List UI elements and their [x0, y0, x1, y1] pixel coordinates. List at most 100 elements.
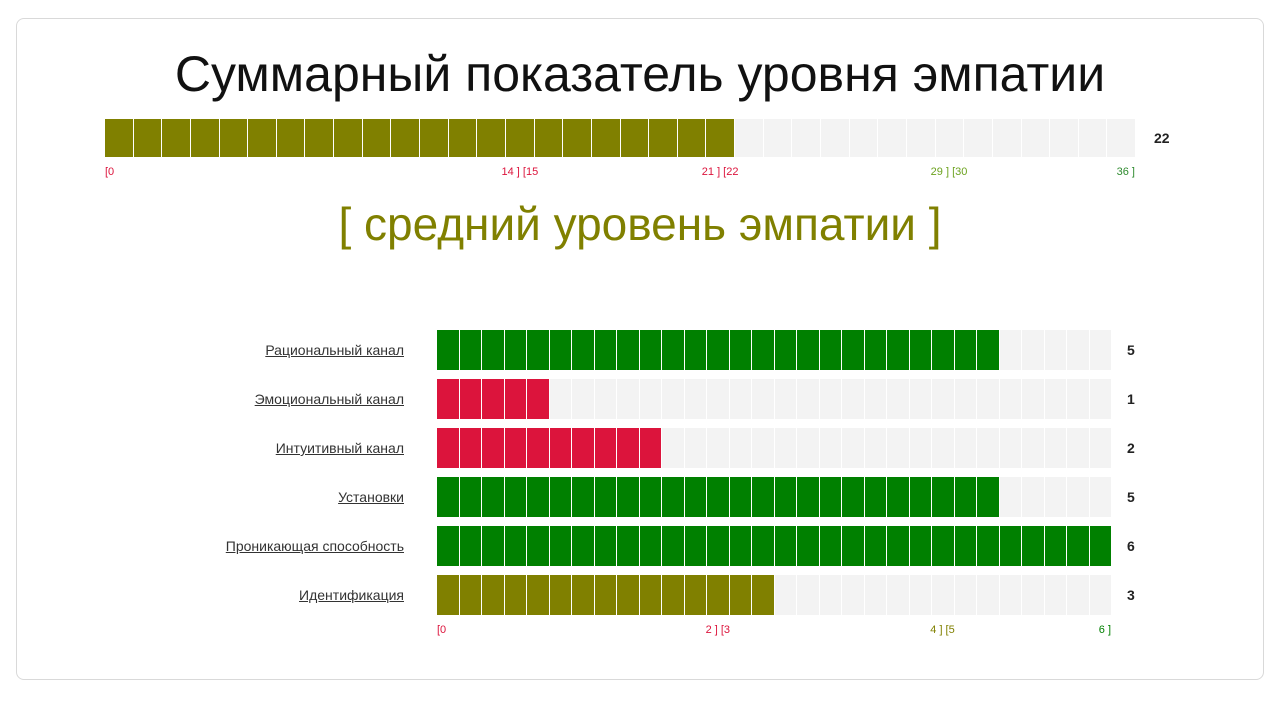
bar-cell-filled [572, 428, 594, 468]
bar-cell-filled [482, 330, 504, 370]
bar-cell-empty [729, 379, 751, 419]
bar-cell-empty [1044, 379, 1066, 419]
bar-cell-filled [504, 477, 526, 517]
subscale-label-link[interactable]: Идентификация [299, 587, 404, 603]
bar-cell-filled [909, 477, 931, 517]
subscale-value: 1 [1127, 391, 1135, 407]
subscale-label-link[interactable]: Интуитивный канал [275, 440, 404, 456]
subscale-label-link[interactable]: Установки [338, 489, 404, 505]
bar-cell-filled [591, 119, 620, 157]
subscale-value: 5 [1127, 489, 1135, 505]
bar-cell-filled [459, 575, 481, 615]
bar-cell-filled [819, 330, 841, 370]
bar-cell-filled [437, 379, 459, 419]
bar-cell-filled [684, 575, 706, 615]
bar-cell-filled [639, 575, 661, 615]
bar-cell-filled [437, 330, 459, 370]
bar-cell-empty [774, 428, 796, 468]
bar-cell-empty [774, 379, 796, 419]
subscale-label-link[interactable]: Эмоциональный канал [254, 391, 404, 407]
bar-cell-empty [1022, 477, 1044, 517]
bar-cell-filled [774, 526, 796, 566]
bar-cell-filled [752, 477, 774, 517]
bar-cell-empty [763, 119, 792, 157]
bar-cell-filled [617, 575, 639, 615]
bar-cell-empty [662, 379, 684, 419]
bar-cell-empty [1067, 330, 1089, 370]
chart-title: Суммарный показатель уровня эмпатии [174, 46, 1106, 102]
bar-cell-filled [527, 477, 549, 517]
bar-cell-filled [864, 330, 886, 370]
bar-cell-filled [977, 526, 999, 566]
bar-cell-filled [639, 526, 661, 566]
bar-cell-empty [684, 379, 706, 419]
bar-cell-empty [906, 119, 935, 157]
bar-cell-filled [864, 477, 886, 517]
subscale-value: 5 [1127, 342, 1135, 358]
bar-cell-filled [549, 330, 571, 370]
total-score-bar [105, 119, 1136, 157]
bar-cell-filled [504, 526, 526, 566]
bar-cell-filled [1089, 526, 1111, 566]
bar-cell-filled [617, 477, 639, 517]
empathy-level-text: [ средний уровень эмпатии ] [338, 198, 942, 250]
bar-cell-empty [932, 575, 954, 615]
bar-cell-filled [1044, 526, 1066, 566]
bar-cell-filled [707, 330, 729, 370]
bar-cell-empty [797, 428, 819, 468]
bar-cell-filled [334, 119, 362, 157]
bar-cell-empty [797, 575, 819, 615]
bar-cell-empty [1067, 575, 1089, 615]
subscale-bar [437, 379, 1111, 419]
scale-tick-label: 4 ] [5 [930, 624, 955, 636]
bar-cell-filled [594, 477, 616, 517]
bar-cell-filled [706, 119, 735, 157]
bar-cell-filled [219, 119, 248, 157]
bar-cell-filled [527, 526, 549, 566]
scale-tick-label: 2 ] [3 [705, 624, 731, 636]
bar-cell-filled [594, 526, 616, 566]
subscale-label-link[interactable]: Проникающая способность [225, 538, 404, 554]
bar-cell-filled [707, 477, 729, 517]
bar-cell-empty [1089, 477, 1111, 517]
bar-cell-filled [797, 526, 819, 566]
bar-cell-filled [662, 575, 684, 615]
bar-cell-empty [572, 379, 594, 419]
bar-cell-filled [477, 119, 505, 157]
bar-cell-filled [977, 477, 999, 517]
bar-cell-empty [999, 330, 1021, 370]
bar-cell-empty [977, 575, 999, 615]
bar-cell-filled [729, 477, 751, 517]
bar-cell-filled [774, 477, 796, 517]
subscale-label-link[interactable]: Рациональный канал [265, 342, 404, 358]
bar-cell-filled [819, 526, 841, 566]
bar-cell-filled [504, 575, 526, 615]
bar-cell-filled [459, 526, 481, 566]
bar-cell-filled [707, 526, 729, 566]
bar-cell-empty [819, 428, 841, 468]
bar-cell-empty [1021, 119, 1050, 157]
bar-cell-empty [729, 428, 751, 468]
bar-cell-empty [662, 428, 684, 468]
bar-cell-empty [1078, 119, 1107, 157]
bar-cell-filled [774, 330, 796, 370]
bar-cell-empty [932, 428, 954, 468]
bar-cell-filled [797, 477, 819, 517]
scale-tick-label: [0 [105, 166, 115, 178]
bar-cell-empty [864, 575, 886, 615]
bar-cell-empty [1050, 119, 1078, 157]
bar-cell-filled [420, 119, 448, 157]
bar-cell-filled [505, 119, 534, 157]
bar-cell-filled [620, 119, 649, 157]
bar-cell-filled [305, 119, 334, 157]
bar-cell-filled [527, 379, 549, 419]
bar-cell-filled [842, 477, 864, 517]
bar-cell-filled [437, 575, 459, 615]
bar-cell-empty [1022, 379, 1044, 419]
bar-cell-empty [1044, 330, 1066, 370]
bar-cell-filled [707, 575, 729, 615]
bar-cell-filled [639, 477, 661, 517]
bar-cell-empty [549, 379, 571, 419]
bar-cell-empty [864, 428, 886, 468]
bar-cell-empty [887, 575, 909, 615]
